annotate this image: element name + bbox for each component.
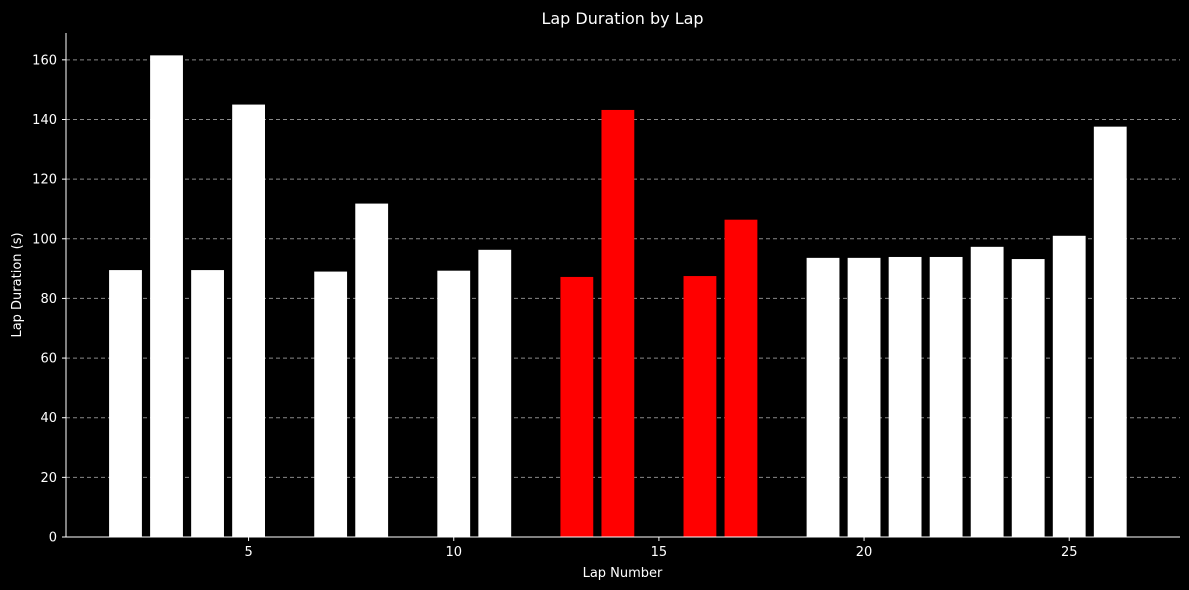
bar — [806, 257, 840, 537]
x-tick-label: 15 — [651, 545, 668, 560]
bar — [109, 270, 142, 537]
bar — [888, 256, 922, 537]
bars — [109, 55, 1127, 538]
y-tick-label: 0 — [49, 531, 57, 546]
chart-title: Lap Duration by Lap — [541, 9, 703, 28]
y-axis-label: Lap Duration (s) — [10, 232, 25, 337]
bar — [929, 256, 963, 537]
bar — [478, 249, 512, 538]
y-tick-label: 160 — [32, 53, 57, 68]
y-tick-label: 20 — [40, 471, 57, 486]
x-tick-label: 10 — [445, 545, 462, 560]
x-tick-label: 20 — [856, 545, 873, 560]
x-tick-label: 5 — [244, 545, 252, 560]
bar — [1093, 126, 1127, 537]
bar — [724, 219, 758, 537]
bar — [601, 109, 635, 537]
bar — [1052, 235, 1086, 537]
bar — [1011, 259, 1045, 537]
y-tick-label: 60 — [40, 352, 57, 367]
y-tick-label: 80 — [40, 292, 57, 307]
bar — [970, 246, 1004, 538]
y-tick-label: 40 — [40, 411, 57, 426]
y-tick-label: 120 — [32, 173, 57, 188]
x-tick-label: 25 — [1061, 545, 1078, 560]
bar — [314, 271, 348, 537]
bar — [683, 276, 717, 537]
bar — [355, 203, 389, 538]
axes — [65, 33, 1180, 538]
bar — [560, 276, 594, 537]
bar — [191, 270, 224, 537]
y-tick-label: 100 — [32, 232, 57, 247]
bar — [437, 270, 471, 537]
bar — [847, 257, 881, 537]
bar — [232, 104, 266, 537]
y-tick-label: 140 — [32, 113, 57, 128]
x-axis-label: Lap Number — [583, 566, 663, 581]
ticks: 0 20 40 60 80 100 120 140 160 5 10 15 20 25 — [32, 53, 1077, 560]
bar — [150, 55, 183, 538]
